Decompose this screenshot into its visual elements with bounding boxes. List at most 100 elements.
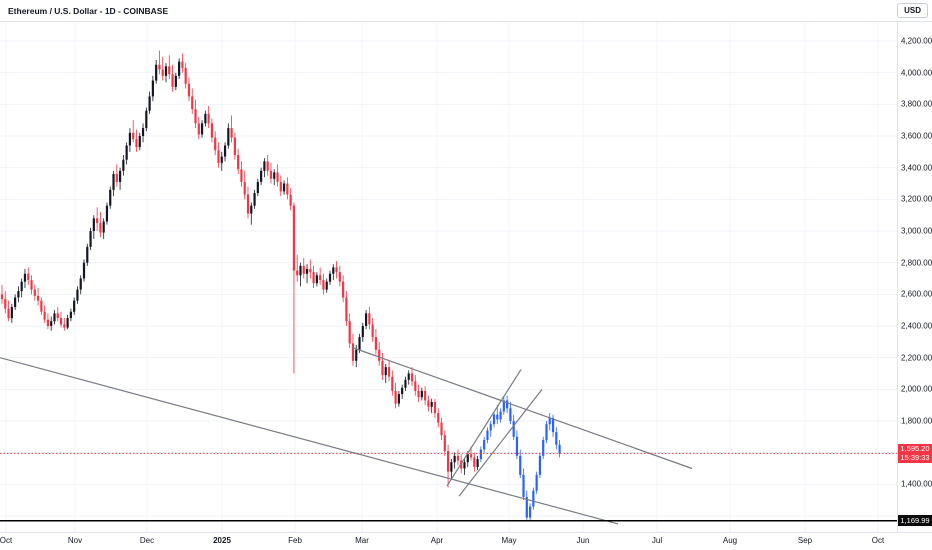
- candle-body: [292, 205, 296, 271]
- candle-body: [115, 173, 118, 182]
- candle-body: [210, 123, 214, 138]
- candle-body: [82, 262, 86, 279]
- candle-body: [542, 439, 545, 456]
- candle-body: [528, 506, 532, 518]
- candle-body: [361, 325, 364, 338]
- price-tick-label: 3,600.00: [901, 131, 932, 141]
- candle-body: [338, 272, 341, 282]
- candle-body: [246, 194, 250, 214]
- candle-body: [233, 137, 236, 155]
- candle-body: [230, 128, 233, 138]
- candle-body: [279, 181, 282, 192]
- candle-body: [276, 172, 279, 182]
- time-tick-label: Sep: [797, 536, 813, 545]
- trendline-drawing[interactable]: [446, 369, 522, 487]
- time-tick-label: 2025: [213, 536, 231, 545]
- candle-body: [151, 80, 154, 97]
- currency-toggle-button[interactable]: USD: [897, 3, 928, 18]
- candle-body: [289, 194, 292, 206]
- candle-body: [73, 300, 76, 312]
- candle-body: [194, 109, 197, 124]
- candle-body: [76, 289, 79, 301]
- time-tick-label: Apr: [430, 536, 444, 545]
- candle-body: [492, 414, 496, 425]
- candle-body: [469, 454, 473, 458]
- candle-body: [135, 139, 138, 148]
- candle-body: [46, 319, 50, 326]
- candle-body: [374, 337, 378, 350]
- candle-body: [430, 401, 433, 407]
- candle-body: [171, 74, 174, 87]
- candle-body: [86, 246, 89, 263]
- candle-body: [53, 313, 56, 322]
- candle-body: [312, 272, 315, 284]
- candle-body: [223, 145, 227, 157]
- price-tick-label: 2,400.00: [901, 321, 932, 331]
- candle-body: [99, 223, 102, 233]
- candle-body: [299, 265, 302, 276]
- candle-body: [14, 297, 17, 307]
- candle-body: [555, 432, 558, 445]
- candle-body: [63, 324, 66, 328]
- candle-body: [109, 189, 112, 206]
- price-tick-label: 3,200.00: [901, 194, 932, 204]
- candle-body: [446, 451, 450, 472]
- candle-body: [407, 373, 410, 380]
- price-tick-label: 4,000.00: [901, 68, 932, 78]
- price-axis[interactable]: 1,595.20 15:39:33 1,169.99 4,200.00 4,000…: [897, 22, 932, 532]
- candle-body: [10, 306, 13, 319]
- candle-body: [506, 400, 509, 409]
- price-tick-label: 2,000.00: [901, 384, 932, 394]
- candle-body: [204, 113, 207, 124]
- candle-body: [453, 455, 456, 463]
- candle-body: [122, 159, 125, 171]
- chart-plot-area[interactable]: [0, 22, 897, 532]
- candle-body: [273, 172, 276, 179]
- candle-body: [240, 169, 243, 182]
- candle-body: [335, 267, 338, 273]
- trendline-drawing[interactable]: [351, 346, 693, 470]
- candle-body: [17, 291, 20, 298]
- candle-body: [486, 430, 489, 440]
- candlestick-chart[interactable]: [0, 22, 897, 532]
- candle-body: [515, 436, 519, 456]
- candle-body: [27, 273, 30, 281]
- symbol-title[interactable]: Ethereum / U.S. Dollar - 1D - COINBASE: [8, 5, 169, 16]
- trendline-drawing[interactable]: [0, 357, 619, 525]
- candle-body: [227, 128, 230, 146]
- candle-body: [191, 96, 194, 110]
- candle-body: [269, 170, 273, 179]
- candle-body: [345, 297, 348, 322]
- candle-body: [118, 170, 122, 182]
- candle-body: [381, 360, 384, 376]
- candle-body: [56, 313, 59, 319]
- current-price-value: 1,595.20: [900, 444, 930, 454]
- candle-body: [207, 113, 210, 124]
- candle-body: [309, 268, 312, 273]
- candle-body: [33, 289, 36, 296]
- candle-body: [243, 181, 246, 195]
- candle-body: [391, 376, 394, 391]
- candle-body: [387, 367, 391, 377]
- candle-body: [178, 61, 181, 76]
- time-tick-label: Aug: [722, 536, 738, 545]
- candle-body: [417, 390, 420, 398]
- candle-body: [525, 496, 528, 518]
- candle-body: [414, 381, 417, 391]
- candle-body: [440, 422, 443, 436]
- candle-body: [164, 66, 168, 76]
- candle-body: [161, 69, 164, 76]
- candle-body: [43, 311, 46, 320]
- candle-body: [112, 173, 115, 190]
- candle-body: [558, 444, 561, 454]
- time-tick-label: Mar: [355, 536, 369, 545]
- price-tick-label: 3,000.00: [901, 226, 932, 236]
- candle-body: [404, 379, 407, 388]
- trendline-drawing[interactable]: [458, 388, 543, 497]
- time-axis[interactable]: Oct Nov Dec 2025 Feb Mar Apr May Jun Jul Aug Sep Oct: [0, 532, 932, 550]
- candle-body: [473, 457, 476, 467]
- level-price-label: 1,169.99: [898, 515, 932, 527]
- candle-body: [322, 280, 325, 290]
- candle-body: [420, 390, 423, 398]
